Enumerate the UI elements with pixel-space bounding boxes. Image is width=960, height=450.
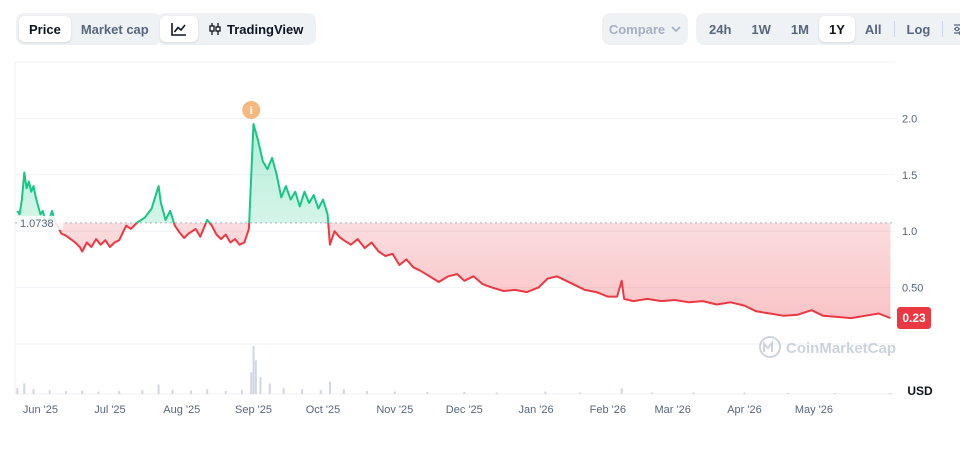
x-tick-label: Sep '25 [235, 404, 272, 416]
log-scale-button[interactable]: Log [906, 21, 931, 37]
baseline-label: 1.0738 [17, 215, 63, 230]
range-24h[interactable]: 24h [709, 21, 732, 37]
volume-bar [224, 391, 227, 394]
volume-bar [463, 392, 466, 394]
view-toggle: Price Market cap [16, 13, 162, 45]
y-tick-label: 1.0 [902, 226, 917, 238]
time-range-toggle: 24h 1W 1M 1Y All Log [696, 13, 960, 45]
y-tick-label: 0.50 [902, 283, 923, 295]
volume-bar [319, 390, 322, 394]
volume-bar [268, 383, 271, 394]
price-tab[interactable]: Price [19, 16, 71, 42]
volume-bar [141, 390, 144, 394]
range-1y[interactable]: 1Y [818, 16, 855, 42]
range-1m[interactable]: 1M [790, 21, 809, 37]
logo-ring [759, 336, 781, 358]
volume-bar [254, 360, 257, 394]
toolbar-divider [893, 21, 895, 37]
volume-bar [252, 346, 255, 394]
price-line-below-baseline [45, 222, 891, 320]
logo-glyph [763, 340, 773, 352]
compare-dropdown[interactable]: Compare [602, 13, 688, 45]
volume-bar [97, 391, 100, 394]
volume-bar [743, 392, 746, 394]
currency-unit-label: USD [907, 384, 933, 398]
x-tick-label: Nov '25 [376, 404, 413, 416]
x-tick-label: Dec '25 [446, 404, 483, 416]
market-cap-tab[interactable]: Market cap [80, 21, 149, 37]
volume-bar [206, 389, 209, 394]
line-chart-button[interactable] [160, 16, 198, 42]
x-tick-label: May '26 [795, 404, 833, 416]
volume-bar [833, 393, 836, 394]
price-area-below-baseline [17, 222, 891, 319]
candlestick-icon [208, 22, 222, 36]
watermark-label: CoinMarketCap [786, 340, 896, 357]
volume-bar [282, 388, 285, 394]
x-tick-label: Jun '25 [23, 404, 58, 416]
volume-bar [259, 377, 262, 394]
volume-bar [328, 382, 331, 394]
volume-bar [426, 392, 429, 394]
range-all[interactable]: All [864, 21, 882, 37]
volume-bar [190, 390, 192, 394]
volume-bar [579, 392, 582, 394]
current-price-badge: 0.23 [897, 307, 931, 330]
volume-bar [171, 389, 174, 394]
volume-bar [620, 388, 623, 394]
tradingview-label: TradingView [227, 21, 304, 37]
chevron-down-icon [671, 26, 681, 32]
chart-type-toggle: TradingView [157, 13, 317, 45]
volume-bar [16, 388, 19, 394]
volume-bar [240, 390, 243, 394]
x-tick-label: Feb '26 [590, 404, 626, 416]
price-line [16, 123, 891, 320]
baseline-value: 1.0738 [20, 218, 54, 230]
y-tick-label: 2.0 [902, 113, 917, 125]
y-axis: 0.50 1.0 1.5 2.0 [902, 113, 923, 294]
coinmarketcap-logo-icon [759, 336, 781, 358]
tradingview-button[interactable]: TradingView [198, 16, 313, 42]
volume-bar [23, 383, 26, 394]
x-tick-label: Jul '25 [94, 404, 125, 416]
volume-bar [250, 372, 253, 394]
volume-bar [32, 389, 35, 394]
volume-bar [342, 389, 345, 394]
volume-bar [787, 393, 790, 394]
toolbar-divider [942, 21, 944, 37]
coinmarketcap-watermark: CoinMarketCap [759, 336, 896, 358]
x-axis: Jun '25 Jul '25 Aug '25 Sep '25 Oct '25 Nov '… [23, 404, 833, 416]
volume-bars [16, 346, 892, 394]
event-marker[interactable]: i [242, 101, 261, 119]
volume-bar [650, 392, 653, 394]
x-tick-label: Apr '26 [727, 404, 762, 416]
y-tick-label: 1.5 [902, 170, 917, 182]
volume-bar [495, 392, 498, 394]
x-tick-label: Aug '25 [163, 404, 200, 416]
x-tick-label: Jan '26 [518, 404, 553, 416]
volume-bar [301, 389, 304, 394]
volume-bar [81, 390, 84, 394]
volume-bar [544, 391, 547, 394]
volume-bar [393, 391, 396, 394]
volume-bar [157, 384, 160, 394]
info-icon: i [250, 103, 254, 117]
compare-label: Compare [608, 21, 666, 37]
current-price-value: 0.23 [902, 311, 926, 325]
volume-bar [118, 391, 121, 394]
price-line-above-baseline [16, 123, 330, 223]
volume-bar [48, 390, 51, 394]
price-area [17, 124, 891, 319]
x-tick-label: Oct '25 [306, 404, 341, 416]
volume-bar [366, 391, 368, 394]
volume-bar [889, 393, 892, 394]
volume-bar [692, 392, 695, 394]
line-chart-icon [171, 22, 187, 36]
volume-bar [64, 391, 67, 394]
x-tick-label: Mar '26 [655, 404, 691, 416]
range-1w[interactable]: 1W [751, 21, 771, 37]
